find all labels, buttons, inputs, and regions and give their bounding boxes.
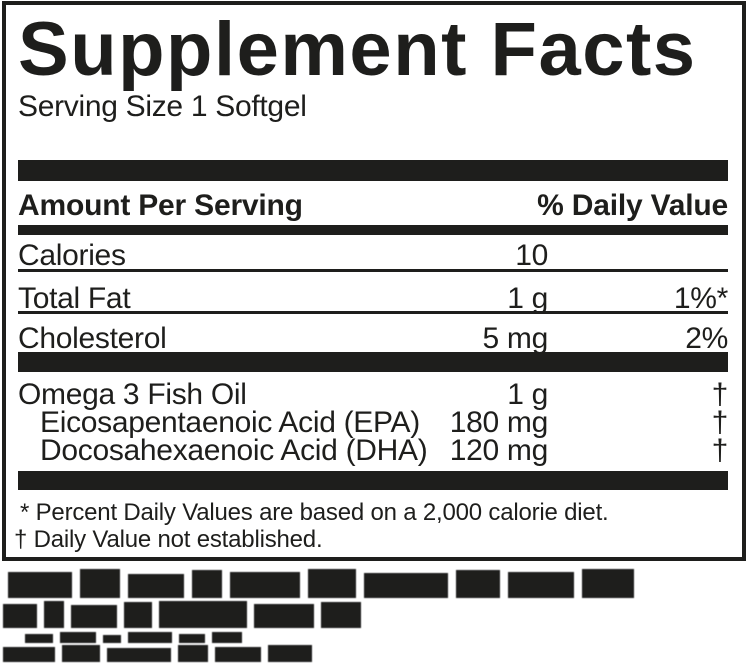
illegible-text-line bbox=[3, 645, 312, 662]
panel-title: Supplement Facts bbox=[18, 7, 697, 92]
thick-separator-bar bbox=[18, 471, 728, 490]
nutrient-name: Calories bbox=[18, 239, 126, 272]
nutrient-name: Omega 3 Fish Oil bbox=[18, 378, 247, 411]
thick-separator-bar bbox=[18, 352, 728, 372]
nutrient-dv: † bbox=[711, 406, 729, 439]
table-row-calories: Calories 10 bbox=[18, 239, 728, 273]
serving-size-text: Serving Size 1 Softgel bbox=[18, 90, 307, 123]
nutrient-name: Cholesterol bbox=[18, 322, 167, 355]
illegible-text-line bbox=[25, 632, 242, 643]
table-row-omega-3-fish-oil: Omega 3 Fish Oil 1 g † bbox=[18, 378, 728, 412]
illegible-text-line bbox=[3, 601, 361, 628]
amount-per-serving-header: Amount Per Serving bbox=[18, 189, 303, 222]
column-header-row: Amount Per Serving % Daily Value bbox=[18, 189, 728, 223]
nutrient-amount: 1 g bbox=[507, 378, 548, 411]
nutrient-amount: 10 bbox=[515, 239, 548, 272]
nutrient-amount: 180 mg bbox=[449, 406, 549, 439]
thick-separator-bar bbox=[18, 160, 728, 181]
table-row-epa: Eicosapentaenoic Acid (EPA) 180 mg † bbox=[18, 406, 728, 440]
medium-separator-bar bbox=[18, 225, 728, 235]
percent-daily-value-header: % Daily Value bbox=[537, 189, 728, 222]
nutrient-dv: † bbox=[711, 378, 729, 411]
nutrient-name: Total Fat bbox=[18, 282, 131, 315]
table-row-dha: Docosahexaenoic Acid (DHA) 120 mg † bbox=[18, 434, 728, 468]
table-row-total-fat: Total Fat 1 g 1%* bbox=[18, 282, 728, 316]
footnote-percent-dv: * Percent Daily Values are based on a 2,… bbox=[20, 499, 609, 526]
nutrient-amount: 1 g bbox=[507, 282, 548, 315]
nutrient-name: Docosahexaenoic Acid (DHA) bbox=[40, 434, 428, 467]
nutrient-dv: † bbox=[711, 434, 729, 467]
thin-rule bbox=[18, 311, 728, 314]
supplement-facts-panel: Supplement Facts Serving Size 1 Softgel … bbox=[2, 1, 746, 561]
footnote-dagger: † Daily Value not established. bbox=[14, 526, 323, 553]
nutrient-amount: 120 mg bbox=[449, 434, 549, 467]
nutrient-name: Eicosapentaenoic Acid (EPA) bbox=[40, 406, 420, 439]
nutrient-dv: 1%* bbox=[673, 282, 728, 315]
nutrient-dv: 2% bbox=[685, 322, 728, 355]
nutrient-amount: 5 mg bbox=[482, 322, 549, 355]
thin-rule bbox=[18, 269, 728, 272]
table-row-cholesterol: Cholesterol 5 mg 2% bbox=[18, 322, 728, 356]
illegible-text-line bbox=[8, 568, 634, 598]
